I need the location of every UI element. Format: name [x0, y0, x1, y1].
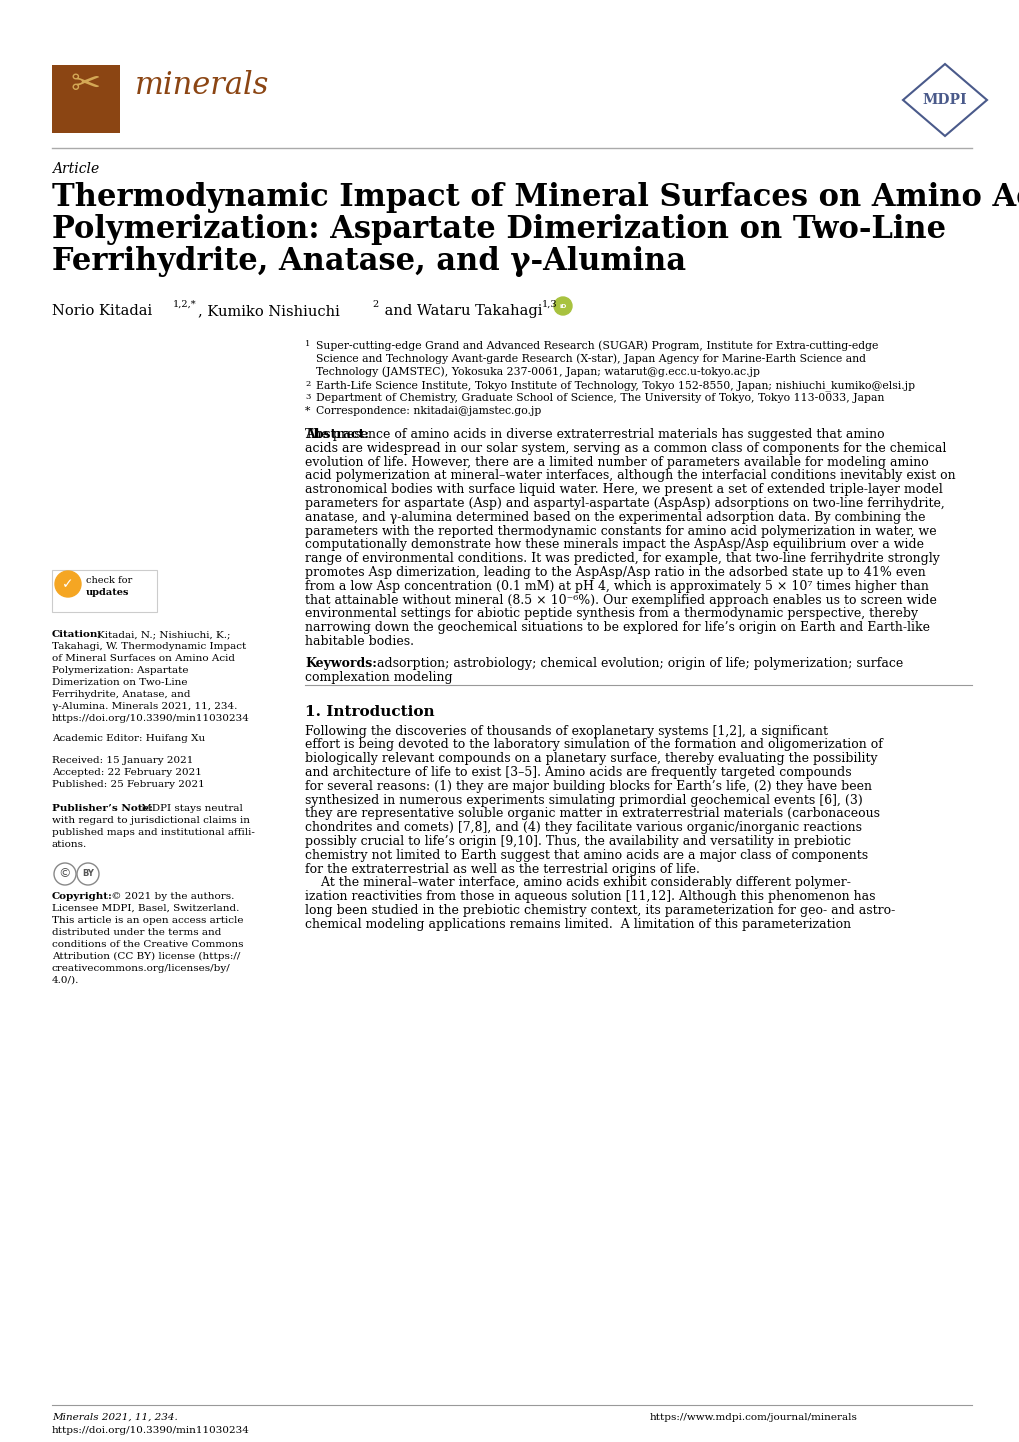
Text: Ferrihydrite, Anatase, and: Ferrihydrite, Anatase, and: [52, 691, 191, 699]
Text: chemistry not limited to Earth suggest that amino acids are a major class of com: chemistry not limited to Earth suggest t…: [305, 849, 867, 862]
Text: synthesized in numerous experiments simulating primordial geochemical events [6]: synthesized in numerous experiments simu…: [305, 793, 862, 806]
Text: Correspondence: nkitadai@jamstec.go.jp: Correspondence: nkitadai@jamstec.go.jp: [316, 407, 541, 415]
Text: Science and Technology Avant-garde Research (X-star), Japan Agency for Marine-Ea: Science and Technology Avant-garde Resea…: [316, 353, 865, 363]
Text: https://doi.org/10.3390/min11030234: https://doi.org/10.3390/min11030234: [52, 714, 250, 722]
Text: that attainable without mineral (8.5 × 10⁻⁶%). Our exemplified approach enables : that attainable without mineral (8.5 × 1…: [305, 594, 936, 607]
Text: https://www.mdpi.com/journal/minerals: https://www.mdpi.com/journal/minerals: [649, 1413, 857, 1422]
Text: and Wataru Takahagi: and Wataru Takahagi: [380, 304, 546, 319]
Text: creativecommons.org/licenses/by/: creativecommons.org/licenses/by/: [52, 965, 230, 973]
Text: for the extraterrestrial as well as the terrestrial origins of life.: for the extraterrestrial as well as the …: [305, 862, 699, 875]
Text: 2: 2: [305, 381, 310, 388]
Text: The presence of amino acids in diverse extraterrestrial materials has suggested : The presence of amino acids in diverse e…: [305, 428, 883, 441]
Text: and architecture of life to exist [3–5]. Amino acids are frequently targeted com: and architecture of life to exist [3–5].…: [305, 766, 851, 779]
Text: Technology (JAMSTEC), Yokosuka 237-0061, Japan; watarut@g.ecc.u-tokyo.ac.jp: Technology (JAMSTEC), Yokosuka 237-0061,…: [316, 366, 759, 376]
Text: environmental settings for abiotic peptide synthesis from a thermodynamic perspe: environmental settings for abiotic pepti…: [305, 607, 917, 620]
Text: acid polymerization at mineral–water interfaces, although the interfacial condit: acid polymerization at mineral–water int…: [305, 470, 955, 483]
Text: ✓: ✓: [62, 577, 73, 591]
Text: check for: check for: [86, 575, 132, 585]
Text: Publisher’s Note:: Publisher’s Note:: [52, 805, 153, 813]
Text: BY: BY: [82, 870, 94, 878]
Text: Earth-Life Science Institute, Tokyo Institute of Technology, Tokyo 152-8550, Jap: Earth-Life Science Institute, Tokyo Inst…: [316, 381, 914, 391]
Circle shape: [55, 571, 81, 597]
Text: Kitadai, N.; Nishiuchi, K.;: Kitadai, N.; Nishiuchi, K.;: [97, 630, 230, 639]
Text: from a low Asp concentration (0.1 mM) at pH 4, which is approximately 5 × 10⁷ ti: from a low Asp concentration (0.1 mM) at…: [305, 580, 928, 593]
Text: ations.: ations.: [52, 841, 88, 849]
Text: 1. Introduction: 1. Introduction: [305, 705, 434, 718]
Text: Article: Article: [52, 162, 99, 176]
Circle shape: [553, 297, 572, 314]
Text: 1: 1: [305, 340, 310, 348]
Text: they are representative soluble organic matter in extraterrestrial materials (ca: they are representative soluble organic …: [305, 808, 879, 820]
Text: range of environmental conditions. It was predicted, for example, that two-line : range of environmental conditions. It wa…: [305, 552, 938, 565]
Text: minerals: minerals: [135, 71, 269, 101]
Text: long been studied in the prebiotic chemistry context, its parameterization for g: long been studied in the prebiotic chemi…: [305, 904, 895, 917]
Text: 1,3: 1,3: [541, 300, 557, 309]
Text: parameters for aspartate (Asp) and aspartyl-aspartate (AspAsp) adsorptions on tw: parameters for aspartate (Asp) and aspar…: [305, 497, 944, 510]
Text: ©: ©: [59, 868, 71, 881]
Text: conditions of the Creative Commons: conditions of the Creative Commons: [52, 940, 244, 949]
Text: ization reactivities from those in aqueous solution [11,12]. Although this pheno: ization reactivities from those in aqueo…: [305, 890, 874, 903]
Text: Norio Kitadai: Norio Kitadai: [52, 304, 157, 319]
Text: of Mineral Surfaces on Amino Acid: of Mineral Surfaces on Amino Acid: [52, 655, 234, 663]
Text: Minerals 2021, 11, 234.: Minerals 2021, 11, 234.: [52, 1413, 177, 1422]
Text: Ferrihydrite, Anatase, and γ-Alumina: Ferrihydrite, Anatase, and γ-Alumina: [52, 247, 686, 277]
Text: updates: updates: [86, 588, 129, 597]
Text: This article is an open access article: This article is an open access article: [52, 916, 244, 924]
Text: parameters with the reported thermodynamic constants for amino acid polymerizati: parameters with the reported thermodynam…: [305, 525, 935, 538]
Text: Published: 25 February 2021: Published: 25 February 2021: [52, 780, 205, 789]
Text: 1,2,*: 1,2,*: [173, 300, 197, 309]
Text: astronomical bodies with surface liquid water. Here, we present a set of extende: astronomical bodies with surface liquid …: [305, 483, 942, 496]
Text: Super-cutting-edge Grand and Advanced Research (SUGAR) Program, Institute for Ex: Super-cutting-edge Grand and Advanced Re…: [316, 340, 877, 350]
Text: Polymerization: Aspartate Dimerization on Two-Line: Polymerization: Aspartate Dimerization o…: [52, 213, 946, 245]
Text: γ-Alumina. Minerals 2021, 11, 234.: γ-Alumina. Minerals 2021, 11, 234.: [52, 702, 237, 711]
Text: evolution of life. However, there are a limited number of parameters available f: evolution of life. However, there are a …: [305, 456, 928, 469]
Text: 3: 3: [305, 394, 310, 401]
Text: published maps and institutional affili-: published maps and institutional affili-: [52, 828, 255, 836]
Text: chondrites and comets) [7,8], and (4) they facilitate various organic/inorganic : chondrites and comets) [7,8], and (4) th…: [305, 820, 861, 835]
Text: adsorption; astrobiology; chemical evolution; origin of life; polymerization; su: adsorption; astrobiology; chemical evolu…: [369, 656, 903, 669]
Text: for several reasons: (1) they are major building blocks for Earth’s life, (2) th: for several reasons: (1) they are major …: [305, 780, 871, 793]
Text: , Kumiko Nishiuchi: , Kumiko Nishiuchi: [198, 304, 344, 319]
Text: https://doi.org/10.3390/min11030234: https://doi.org/10.3390/min11030234: [52, 1426, 250, 1435]
Text: Takahagi, W. Thermodynamic Impact: Takahagi, W. Thermodynamic Impact: [52, 642, 246, 650]
Text: narrowing down the geochemical situations to be explored for life’s origin on Ea: narrowing down the geochemical situation…: [305, 622, 929, 634]
Text: ✂: ✂: [70, 68, 101, 102]
Text: iD: iD: [558, 303, 567, 309]
Text: 2: 2: [372, 300, 378, 309]
Text: © 2021 by the authors.: © 2021 by the authors.: [108, 893, 234, 901]
Text: 4.0/).: 4.0/).: [52, 976, 79, 985]
Text: complexation modeling: complexation modeling: [305, 671, 452, 684]
Text: Dimerization on Two-Line: Dimerization on Two-Line: [52, 678, 187, 686]
Text: Following the discoveries of thousands of exoplanetary systems [1,2], a signific: Following the discoveries of thousands o…: [305, 724, 827, 738]
Text: *: *: [305, 407, 310, 415]
Text: Citation:: Citation:: [52, 630, 102, 639]
Text: distributed under the terms and: distributed under the terms and: [52, 929, 221, 937]
Text: promotes Asp dimerization, leading to the AspAsp/Asp ratio in the adsorbed state: promotes Asp dimerization, leading to th…: [305, 567, 925, 580]
Text: habitable bodies.: habitable bodies.: [305, 634, 414, 647]
Text: Abstract:: Abstract:: [305, 428, 369, 441]
Text: Attribution (CC BY) license (https://: Attribution (CC BY) license (https://: [52, 952, 240, 962]
Text: effort is being devoted to the laboratory simulation of the formation and oligom: effort is being devoted to the laborator…: [305, 738, 882, 751]
Text: MDPI stays neutral: MDPI stays neutral: [138, 805, 243, 813]
Text: biologically relevant compounds on a planetary surface, thereby evaluating the p: biologically relevant compounds on a pla…: [305, 753, 876, 766]
Bar: [52, 570, 157, 611]
Text: possibly crucial to life’s origin [9,10]. Thus, the availability and versatility: possibly crucial to life’s origin [9,10]…: [305, 835, 850, 848]
Text: anatase, and γ-alumina determined based on the experimental adsorption data. By : anatase, and γ-alumina determined based …: [305, 510, 924, 523]
Text: Received: 15 January 2021: Received: 15 January 2021: [52, 756, 194, 766]
Text: At the mineral–water interface, amino acids exhibit considerably different polym: At the mineral–water interface, amino ac…: [305, 877, 850, 890]
Text: Licensee MDPI, Basel, Switzerland.: Licensee MDPI, Basel, Switzerland.: [52, 904, 239, 913]
Text: with regard to jurisdictional claims in: with regard to jurisdictional claims in: [52, 816, 250, 825]
Text: Accepted: 22 February 2021: Accepted: 22 February 2021: [52, 769, 202, 777]
Text: chemical modeling applications remains limited.  A limitation of this parameteri: chemical modeling applications remains l…: [305, 917, 850, 930]
Text: acids are widespread in our solar system, serving as a common class of component: acids are widespread in our solar system…: [305, 441, 946, 454]
Text: Academic Editor: Huifang Xu: Academic Editor: Huifang Xu: [52, 734, 205, 743]
Text: Copyright:: Copyright:: [52, 893, 113, 901]
Bar: [52, 65, 120, 133]
Text: MDPI: MDPI: [922, 92, 966, 107]
Text: computationally demonstrate how these minerals impact the AspAsp/Asp equilibrium: computationally demonstrate how these mi…: [305, 538, 923, 551]
Text: Keywords:: Keywords:: [305, 656, 376, 669]
Text: Polymerization: Aspartate: Polymerization: Aspartate: [52, 666, 189, 675]
Text: Thermodynamic Impact of Mineral Surfaces on Amino Acid: Thermodynamic Impact of Mineral Surfaces…: [52, 182, 1019, 213]
Text: Department of Chemistry, Graduate School of Science, The University of Tokyo, To: Department of Chemistry, Graduate School…: [316, 394, 883, 402]
